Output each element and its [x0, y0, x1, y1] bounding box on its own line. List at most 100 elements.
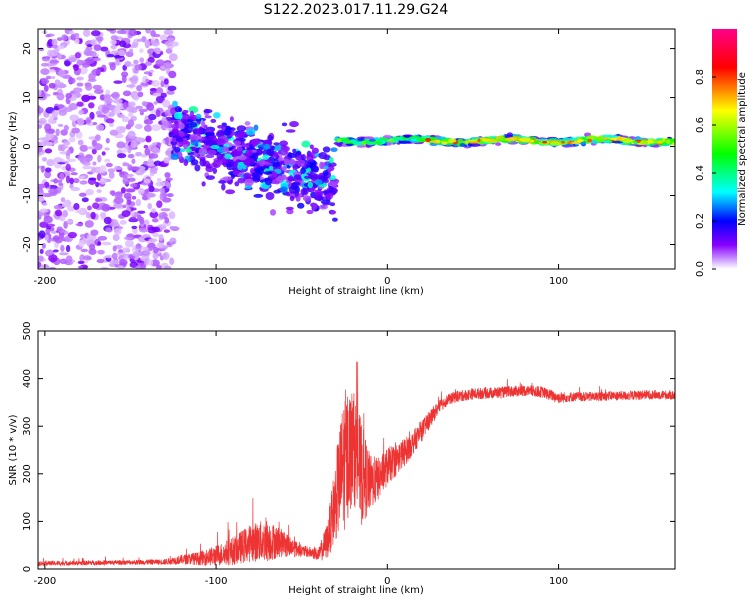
spectrum-blob	[151, 79, 160, 87]
spectrum-blob	[83, 48, 93, 57]
spectrum-blob	[562, 137, 570, 142]
spectrum-blob	[159, 34, 168, 42]
spectrum-blob	[495, 142, 502, 146]
spectrum-blob	[236, 125, 247, 132]
spectrum-blob	[78, 175, 86, 179]
spectrum-blob	[95, 198, 103, 202]
spectrum-blob	[175, 137, 184, 143]
spectrum-blob	[311, 165, 319, 173]
colorbar-tick-label: 0.6	[695, 117, 706, 133]
spectrum-blob	[148, 153, 159, 159]
spectrum-blob	[129, 216, 137, 222]
spectrum-blob	[269, 209, 277, 216]
spectrum-blob	[217, 124, 224, 129]
spectrum-blob	[263, 143, 271, 150]
spectrum-blob	[107, 168, 116, 173]
spectrum-blob	[90, 229, 99, 236]
spectrum-blob	[113, 166, 123, 170]
spectrum-blob	[505, 137, 517, 142]
spectrum-blob	[251, 172, 258, 178]
spectrum-blob	[156, 200, 163, 209]
spectrum-blob	[210, 118, 217, 123]
spectrum-blob	[253, 193, 264, 198]
spectrum-blob	[497, 137, 509, 141]
spectrum-blob	[133, 59, 139, 65]
spectrum-blob	[273, 144, 283, 152]
x-tick-label: -200	[33, 276, 56, 287]
spectrum-blob	[169, 226, 176, 230]
y-tick-label: -10	[22, 187, 33, 203]
spectrum-blob	[38, 230, 46, 239]
spectrum-blob	[76, 101, 84, 107]
y-tick-label: 0	[22, 143, 33, 149]
spectrum-blob	[322, 202, 331, 206]
spectrum-blob	[212, 167, 218, 174]
spectrum-blob	[93, 143, 103, 151]
spectrum-blob	[96, 258, 105, 264]
spectrum-blob	[222, 146, 229, 153]
x-tick-label: -100	[205, 576, 228, 587]
spectrum-blob	[73, 64, 79, 72]
spectrum-blob	[62, 145, 69, 149]
spectrum-blob	[218, 180, 227, 184]
spectrum-blob	[216, 153, 224, 160]
spectrum-blob	[41, 157, 48, 162]
spectrum-blob	[646, 140, 655, 144]
spectrum-blob	[164, 265, 172, 269]
spectrum-blob	[141, 250, 151, 256]
spectrum-blob	[108, 111, 116, 117]
spectrum-blob	[109, 62, 116, 71]
spectrum-blob	[95, 69, 101, 75]
spectrum-blob	[81, 60, 86, 64]
spectrum-blob	[40, 165, 45, 173]
spectrum-blob	[69, 114, 80, 122]
spectrum-blob	[44, 170, 52, 179]
spectrum-blob	[164, 172, 171, 178]
spectrum-blob	[173, 111, 183, 120]
spectrum-blob	[76, 82, 84, 87]
spectrum-blob	[65, 163, 71, 172]
spectrum-blob	[550, 141, 560, 146]
spectrum-blob	[178, 130, 185, 138]
spectrum-blob	[273, 189, 282, 194]
spectrum-blob	[128, 48, 134, 53]
spectrum-blob	[236, 132, 245, 138]
spectrum-blob	[58, 109, 68, 116]
y-tick-label: 200	[22, 464, 33, 483]
spectrum-blob	[207, 149, 217, 156]
spectrum-blob	[226, 163, 235, 171]
spectrum-blob	[147, 56, 155, 64]
spectrum-blob	[221, 183, 226, 191]
y-tick-label: 300	[22, 417, 33, 436]
spectrum-blob	[199, 159, 207, 167]
spectrum-blob	[141, 101, 148, 107]
spectrum-blob	[84, 220, 94, 228]
spectrum-blob	[38, 106, 44, 114]
spectrum-blob	[271, 171, 278, 178]
spectrum-blob	[145, 29, 151, 34]
spectrum-blob	[328, 157, 334, 164]
spectrum-blob	[57, 104, 65, 109]
snr-y-ticks: 0 100 200 300 400 500	[22, 321, 675, 572]
spectrum-blob	[88, 102, 95, 109]
spectrum-blob	[277, 157, 286, 162]
colorbar-tick-label: 0.4	[695, 165, 706, 181]
spectrum-blob	[398, 140, 411, 144]
spectrum-blob	[118, 259, 128, 266]
spectrum-blob	[181, 115, 188, 120]
spectrum-blob	[104, 97, 114, 104]
spectrum-blob	[46, 49, 55, 58]
spectrum-blob	[128, 29, 137, 37]
spectrum-blob	[45, 132, 55, 140]
spectrum-blob	[183, 158, 189, 167]
spectrum-blob	[222, 176, 233, 181]
spectrum-blob	[285, 206, 294, 211]
spectrum-blob	[80, 248, 89, 253]
spectrum-blob	[151, 218, 159, 223]
spectrum-blob	[122, 101, 129, 110]
spectrum-blob	[336, 138, 342, 143]
spectrum-blob	[325, 192, 334, 200]
spectrum-blob	[74, 52, 81, 59]
spectrum-blob	[657, 140, 663, 144]
colorbar-ticks: 0.0 0.2 0.4 0.6 0.8	[695, 69, 716, 277]
